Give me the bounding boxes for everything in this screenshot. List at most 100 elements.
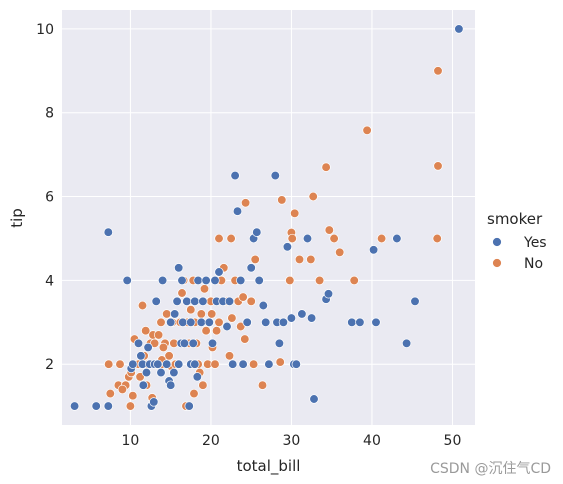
data-point-yes bbox=[201, 275, 211, 286]
x-tick-label: 10 bbox=[122, 433, 140, 449]
data-point-no bbox=[277, 195, 287, 205]
x-tick-labels: 10 20 30 40 50 bbox=[122, 433, 462, 449]
data-point-no bbox=[199, 284, 210, 294]
data-point-yes bbox=[228, 359, 238, 369]
data-point-yes bbox=[306, 313, 317, 323]
data-point-yes bbox=[149, 397, 159, 407]
data-point-no bbox=[137, 300, 148, 311]
data-point-no bbox=[236, 321, 246, 332]
data-point-yes bbox=[188, 338, 198, 348]
data-point-no bbox=[214, 233, 224, 244]
data-point-no bbox=[189, 388, 199, 399]
data-point-yes bbox=[69, 401, 80, 411]
data-point-yes bbox=[368, 245, 379, 255]
data-point-yes bbox=[210, 275, 220, 286]
legend-label-no: No bbox=[524, 256, 543, 272]
x-tick-label: 50 bbox=[444, 433, 462, 449]
data-point-yes bbox=[193, 275, 203, 286]
data-point-yes bbox=[261, 317, 271, 327]
data-point-yes bbox=[156, 367, 166, 378]
data-point-no bbox=[314, 275, 325, 286]
data-point-yes bbox=[242, 317, 252, 327]
data-point-yes bbox=[238, 359, 248, 369]
data-point-yes bbox=[401, 338, 412, 348]
data-point-no bbox=[211, 326, 222, 336]
data-point-no bbox=[257, 380, 268, 390]
y-tick-label: 2 bbox=[45, 357, 54, 373]
data-point-yes bbox=[196, 317, 206, 327]
data-point-yes bbox=[128, 359, 138, 369]
data-point-yes bbox=[274, 338, 285, 348]
data-point-no bbox=[275, 357, 285, 367]
data-point-yes bbox=[103, 401, 113, 411]
data-point-yes bbox=[232, 206, 243, 216]
data-point-yes bbox=[166, 317, 176, 327]
data-point-no bbox=[287, 233, 297, 244]
x-axis-label: total_bill bbox=[237, 457, 301, 476]
y-axis-label: tip bbox=[8, 208, 26, 228]
data-point-no bbox=[306, 254, 316, 265]
data-point-no bbox=[433, 161, 443, 171]
data-point-yes bbox=[270, 170, 280, 181]
data-point-yes bbox=[151, 296, 161, 306]
data-point-yes bbox=[347, 317, 357, 327]
data-point-yes bbox=[355, 317, 365, 327]
data-point-yes bbox=[214, 267, 224, 277]
data-point-no bbox=[362, 125, 372, 135]
data-point-yes bbox=[182, 296, 192, 306]
y-tick-label: 4 bbox=[45, 273, 54, 289]
data-point-no bbox=[349, 275, 359, 286]
data-point-yes bbox=[246, 263, 256, 273]
data-point-yes bbox=[178, 317, 188, 327]
data-point-no bbox=[290, 208, 300, 218]
data-point-no bbox=[214, 317, 224, 327]
data-point-no bbox=[207, 309, 217, 319]
data-point-yes bbox=[204, 317, 214, 327]
data-point-yes bbox=[264, 359, 274, 369]
data-point-no bbox=[227, 313, 237, 323]
data-point-yes bbox=[278, 317, 289, 327]
data-point-no bbox=[158, 342, 169, 353]
data-point-no bbox=[246, 296, 256, 306]
data-point-yes bbox=[186, 317, 196, 327]
data-point-yes bbox=[162, 359, 172, 369]
data-point-yes bbox=[236, 275, 246, 286]
data-point-no bbox=[128, 391, 138, 401]
data-point-no bbox=[226, 233, 236, 244]
data-point-yes bbox=[143, 342, 153, 353]
data-point-no bbox=[433, 66, 443, 76]
data-point-no bbox=[115, 359, 125, 369]
data-point-no bbox=[210, 359, 220, 369]
data-point-yes bbox=[309, 394, 319, 404]
data-point-no bbox=[135, 372, 145, 382]
data-point-yes bbox=[230, 170, 240, 181]
legend-marker-yes bbox=[492, 237, 502, 247]
x-tick-label: 30 bbox=[283, 433, 301, 449]
data-point-no bbox=[324, 225, 334, 235]
data-point-yes bbox=[141, 367, 152, 378]
data-point-yes bbox=[184, 401, 194, 411]
data-point-yes bbox=[177, 275, 187, 286]
data-point-yes bbox=[254, 275, 264, 286]
data-point-no bbox=[164, 351, 174, 361]
data-point-no bbox=[104, 359, 114, 369]
watermark: CSDN @沉住气CD bbox=[430, 461, 551, 477]
data-point-yes bbox=[198, 296, 208, 306]
legend: smoker Yes No bbox=[487, 210, 547, 272]
data-point-no bbox=[149, 338, 160, 348]
data-point-no bbox=[201, 326, 211, 336]
data-point-no bbox=[117, 384, 128, 395]
data-point-no bbox=[141, 326, 151, 336]
data-point-yes bbox=[174, 359, 184, 369]
data-point-no bbox=[432, 233, 442, 244]
y-tick-label: 8 bbox=[45, 106, 54, 122]
x-tick-label: 20 bbox=[202, 433, 220, 449]
data-point-yes bbox=[136, 351, 146, 361]
data-point-no bbox=[153, 330, 164, 340]
data-point-yes bbox=[190, 359, 200, 369]
data-point-yes bbox=[166, 380, 176, 390]
data-point-no bbox=[125, 401, 136, 411]
data-point-yes bbox=[302, 233, 313, 244]
data-point-no bbox=[162, 309, 172, 319]
